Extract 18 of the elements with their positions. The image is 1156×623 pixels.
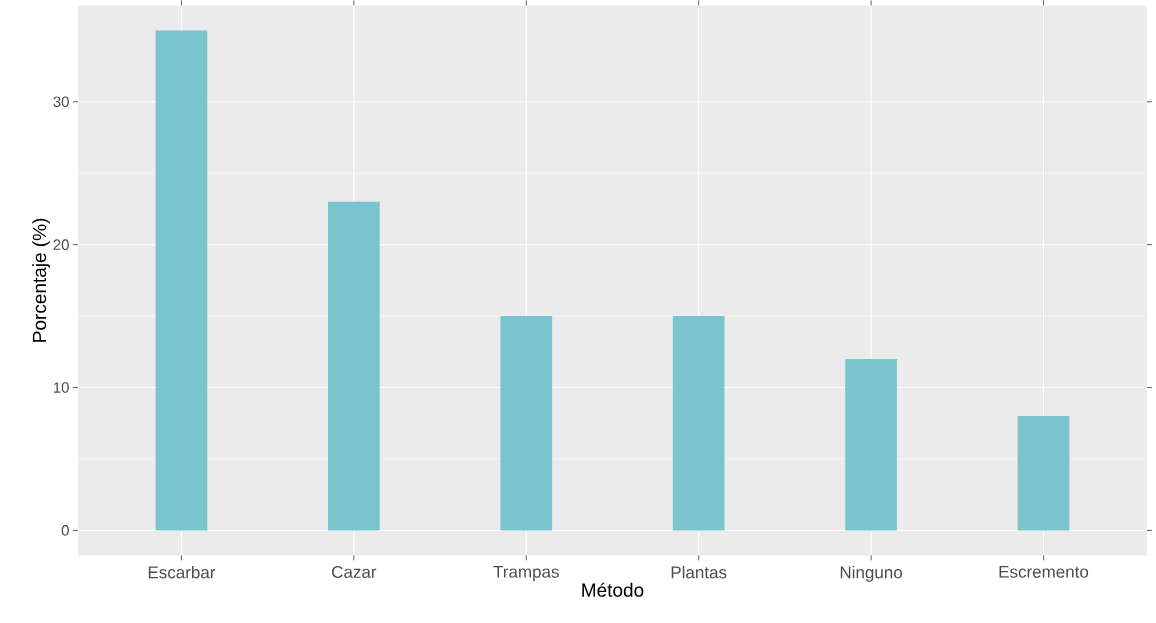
bar xyxy=(155,30,208,531)
bar xyxy=(328,201,380,531)
bar xyxy=(1017,415,1070,531)
x-tick-label: Escremento xyxy=(999,565,1089,578)
x-tick-label: Plantas xyxy=(671,565,727,579)
y-tick-label: 0 xyxy=(61,524,69,536)
bar xyxy=(500,315,553,531)
bar xyxy=(845,358,897,531)
y-axis-title: Porcentaje (%) xyxy=(32,218,50,342)
x-tick-label: Trampas xyxy=(493,565,559,581)
x-tick-label: Ninguno xyxy=(840,565,903,582)
x-tick-label: Cazar xyxy=(332,565,377,578)
x-axis-title: Método xyxy=(582,582,644,597)
y-tick-label: 30 xyxy=(53,96,69,107)
x-tick-label: Escarbar xyxy=(148,565,216,579)
y-tick-label: 20 xyxy=(53,239,69,250)
bar xyxy=(672,315,725,531)
y-tick-label: 10 xyxy=(53,382,69,393)
